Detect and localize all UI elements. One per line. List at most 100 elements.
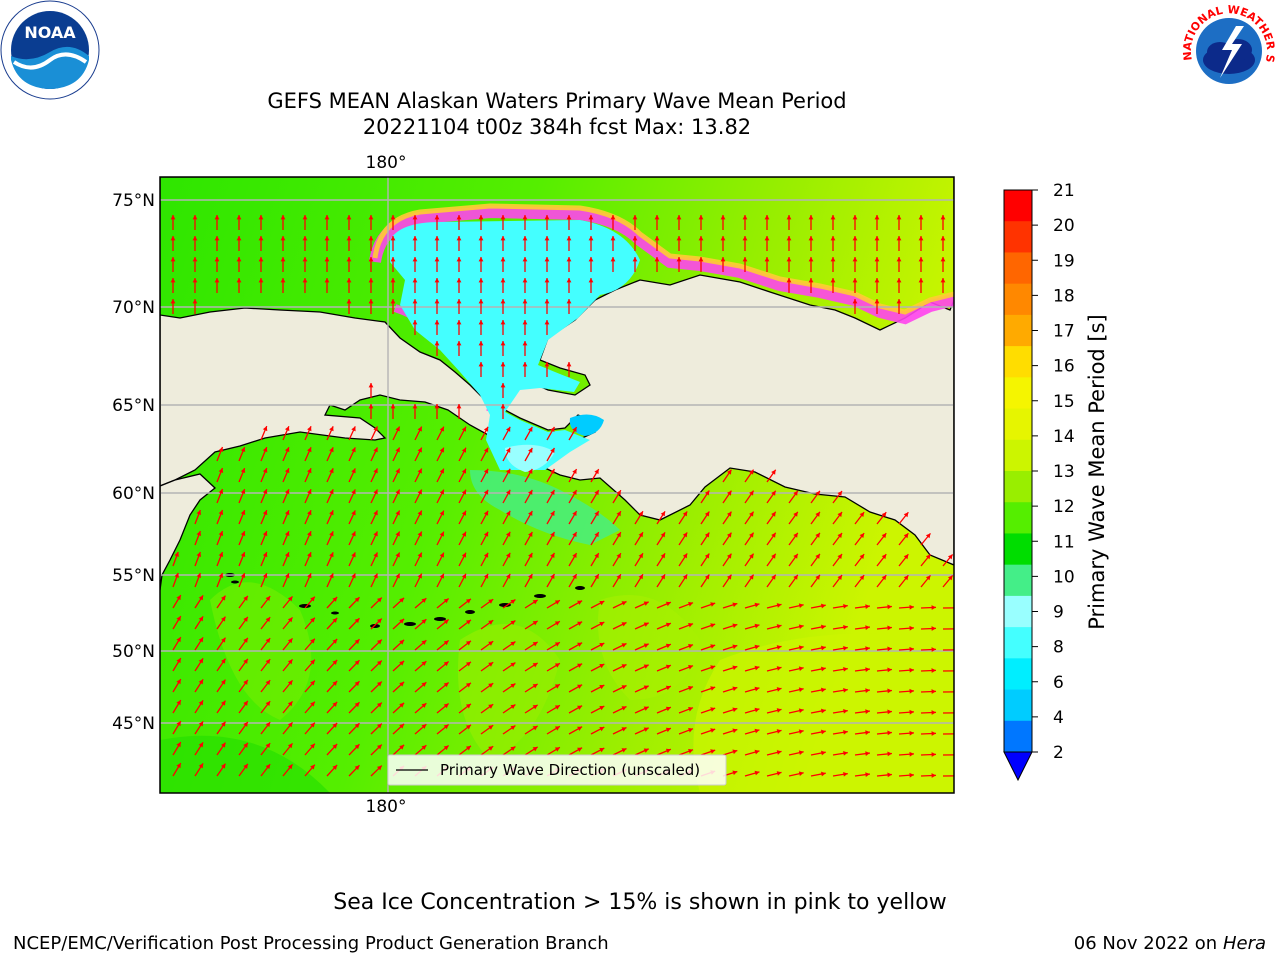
direction-arrow-head [287,701,293,707]
direction-arrow-head [262,552,268,558]
direction-arrow-head [376,660,382,666]
direction-arrow-head [776,603,782,608]
direction-arrow-head [599,663,605,669]
direction-arrow-head [704,532,710,538]
direction-arrow-head [500,404,506,409]
direction-arrow-head [588,236,594,241]
direction-arrow-head [236,257,242,262]
direction-arrow-head [434,236,440,241]
direction-arrow-head [354,681,360,687]
direction-arrow-head [532,620,538,626]
direction-arrow-head [240,489,246,495]
direction-arrow-head [522,278,528,283]
direction-arrow-head [554,642,560,647]
direction-arrow-head [465,682,471,688]
direction-arrow-head [887,604,892,610]
direction-arrow-head [528,573,533,579]
direction-arrow-head [478,320,484,325]
direction-arrow-head [572,574,577,580]
direction-arrow-head [240,510,246,516]
direction-arrow-head [528,489,533,495]
direction-arrow-head [808,215,814,220]
direction-arrow-head [284,447,290,453]
direction-arrow-head [544,257,550,262]
direction-arrow-head [390,278,396,283]
direction-arrow-head [483,468,489,474]
direction-arrow-head [500,362,506,367]
direction-arrow-head [798,771,804,777]
direction-arrow-head [488,683,494,688]
direction-arrow-head [881,512,887,518]
direction-arrow-head [771,490,776,496]
direction-arrow-head [461,531,467,537]
direction-arrow-head [918,278,924,283]
direction-arrow-head [566,215,572,220]
direction-arrow-head [395,468,400,474]
direction-arrow-head [754,602,760,608]
direction-arrow-head [643,622,649,627]
direction-arrow-head [354,597,360,603]
direction-arrow-head [373,468,378,474]
direction-arrow-head [287,743,293,749]
direction-arrow-head [742,257,748,262]
direction-arrow-head [660,574,666,580]
direction-arrow-head [192,257,198,262]
direction-arrow-head [510,641,516,647]
direction-arrow-head [909,688,914,694]
noaa-logo-text: NOAA [24,23,76,42]
direction-arrow-head [488,641,494,646]
direction-arrow-head [903,575,909,581]
direction-arrow-head [830,236,836,241]
direction-arrow-head [310,617,315,623]
direction-arrow-head [808,257,814,262]
direction-arrow-head [346,236,352,241]
direction-arrow-head [258,257,264,262]
direction-arrow-head [329,510,334,516]
direction-arrow-head [221,763,226,769]
direction-arrow-head [287,659,293,665]
direction-arrow-head [896,236,902,241]
direction-arrow-head [456,341,462,346]
direction-arrow-head [376,765,382,771]
direction-arrow-head [443,640,449,646]
direction-arrow-head [421,703,427,708]
direction-arrow-head [837,533,843,538]
direction-arrow-head [522,236,528,241]
direction-arrow-head [931,689,936,694]
colorbar-segment [1004,314,1032,347]
direction-arrow-head [176,595,181,601]
direction-arrow-head [815,511,820,517]
direction-arrow-head [461,573,467,579]
direction-arrow-head [881,533,887,539]
direction-arrow-head [421,745,427,750]
direction-arrow-head [351,426,356,432]
direction-arrow-head [682,511,688,517]
direction-arrow-head [376,618,382,624]
direction-arrow-head [176,679,181,685]
direction-arrow-head [843,666,848,672]
direction-arrow-head [354,744,360,750]
direction-arrow-head [214,215,220,220]
direction-arrow-head [483,489,489,495]
direction-arrow-head [638,574,643,580]
direction-arrow-head [434,404,440,409]
direction-arrow-head [243,679,248,685]
direction-arrow-head [909,625,914,631]
direction-arrow-head [262,468,268,474]
direction-arrow-head [643,727,649,732]
direction-arrow-head [176,616,181,622]
direction-arrow-head [478,362,484,367]
direction-arrow-head [434,320,440,325]
direction-arrow-head [461,552,467,558]
direction-arrow-head [577,684,583,689]
colorbar-segment [1004,221,1032,253]
direction-arrow-head [500,236,506,241]
direction-arrow-head [749,532,754,538]
direction-arrow-head [198,616,204,622]
direction-arrow-head [903,554,909,560]
direction-arrow-head [192,278,198,283]
colorbar-tick-label: 15 [1053,392,1075,412]
direction-arrow-head [218,447,224,452]
direction-arrow-head [399,681,405,687]
noaa-logo: NOAA [0,0,100,100]
